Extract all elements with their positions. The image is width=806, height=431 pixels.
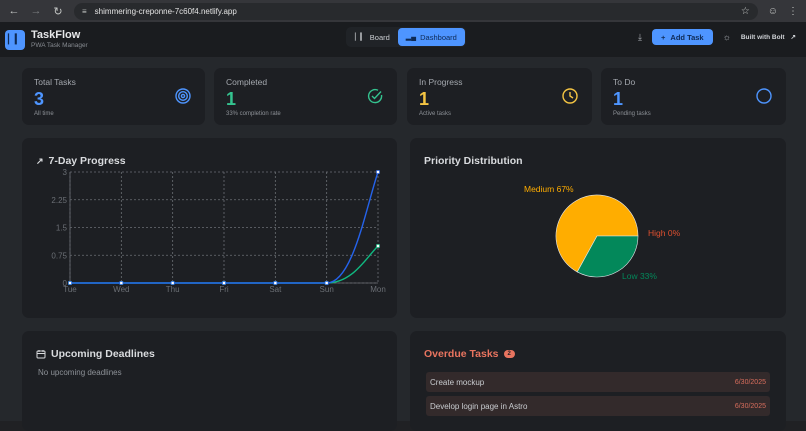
stat-value: 3 (34, 89, 45, 109)
add-task-label: Add Task (670, 32, 704, 42)
stat-card-completed: Completed 1 33% completion rate (214, 68, 397, 125)
address-bar[interactable]: ≡ shimmering-creponne-7c60f4.netlify.app… (74, 2, 758, 20)
download-icon[interactable]: ⤓ (638, 31, 643, 42)
target-icon (175, 88, 191, 104)
board-icon: ▏▎ (355, 34, 366, 41)
circle-icon (756, 88, 772, 104)
bookmark-star-icon[interactable]: ☆ (740, 5, 750, 17)
svg-text:Thu: Thu (166, 285, 180, 294)
bar-chart-icon: ▂▄ (405, 34, 417, 41)
svg-text:Sun: Sun (320, 285, 334, 294)
progress-title: ↗ 7-Day Progress (36, 155, 126, 167)
svg-text:0.75: 0.75 (51, 251, 67, 260)
overdue-title-text: Overdue Tasks (424, 348, 499, 360)
clock-icon (562, 88, 578, 104)
url-text: shimmering-creponne-7c60f4.netlify.app (94, 6, 237, 16)
deadlines-title-text: Upcoming Deadlines (51, 348, 155, 360)
overdue-panel: Overdue Tasks 2 Create mockup 6/30/2025 … (410, 331, 786, 431)
list-item[interactable]: Create mockup 6/30/2025 (426, 372, 770, 392)
add-task-button[interactable]: + Add Task (652, 29, 713, 45)
stat-label: Total Tasks (34, 77, 76, 87)
dashboard: Total Tasks 3 All time Completed 1 33% c… (0, 58, 806, 431)
app-header: ▏▎ TaskFlow PWA Task Manager ▏▎ Board ▂▄… (0, 22, 806, 58)
overdue-title: Overdue Tasks 2 (424, 348, 515, 360)
svg-text:Low 33%: Low 33% (622, 271, 657, 281)
menu-icon[interactable]: ⋮ (788, 5, 798, 17)
browser-toolbar: ← → ↻ ≡ shimmering-creponne-7c60f4.netli… (0, 0, 806, 22)
header-actions: ⤓ + Add Task ☼ Built with Bolt ↗ (638, 27, 796, 47)
stat-sub: Active tasks (419, 111, 452, 117)
overdue-count-badge: 2 (503, 350, 515, 358)
stat-label: To Do (613, 77, 636, 87)
reload-icon[interactable]: ↻ (53, 5, 63, 18)
svg-text:Tue: Tue (63, 285, 77, 294)
stat-card-in-progress: In Progress 1 Active tasks (407, 68, 592, 125)
deadlines-empty: No upcoming deadlines (38, 368, 122, 377)
priority-title: Priority Distribution (424, 155, 523, 167)
app-subtitle: PWA Task Manager (31, 42, 88, 49)
site-settings-icon[interactable]: ≡ (82, 6, 87, 16)
list-item[interactable]: Develop login page in Astro 6/30/2025 (426, 396, 770, 416)
svg-text:Medium 67%: Medium 67% (524, 184, 574, 194)
external-link-icon: ↗ (790, 34, 796, 41)
forward-icon[interactable]: → (30, 5, 42, 17)
tab-dashboard-label: Dashboard (420, 32, 457, 42)
priority-pie-chart: Medium 67% High 0% Low 33% (524, 184, 681, 281)
stat-value: 1 (613, 89, 624, 109)
plus-icon: + (661, 32, 666, 42)
stat-card-total: Total Tasks 3 All time (22, 68, 205, 125)
task-date: 6/30/2025 (734, 402, 766, 410)
tab-board[interactable]: ▏▎ Board (347, 28, 398, 46)
brand: TaskFlow PWA Task Manager (31, 29, 88, 50)
stat-value: 1 (419, 89, 430, 109)
stat-value: 1 (226, 89, 237, 109)
progress-panel: ↗ 7-Day Progress 0 0.75 1.5 2.25 3 Tue Wed Thu F… (22, 138, 397, 318)
priority-panel: Priority Distribution Medium 67% High 0% L… (410, 138, 786, 318)
svg-text:1.5: 1.5 (56, 224, 68, 233)
view-tabs: ▏▎ Board ▂▄ Dashboard (346, 27, 466, 47)
svg-text:3: 3 (63, 168, 68, 177)
calendar-icon (36, 350, 46, 359)
tab-dashboard[interactable]: ▂▄ Dashboard (397, 28, 465, 46)
svg-text:0: 0 (63, 279, 68, 288)
built-with-label: Built with Bolt (740, 33, 785, 41)
built-with-bolt-link[interactable]: Built with Bolt ↗ (740, 33, 796, 42)
deadlines-title: Upcoming Deadlines (36, 348, 155, 360)
svg-text:Sat: Sat (269, 285, 282, 294)
task-name: Create mockup (430, 377, 485, 387)
svg-text:2.25: 2.25 (51, 196, 67, 205)
tab-board-label: Board (369, 32, 390, 42)
task-name: Develop login page in Astro (430, 401, 528, 411)
app-logo-icon: ▏▎ (5, 29, 25, 50)
svg-text:Fri: Fri (219, 285, 229, 294)
check-circle-icon (367, 88, 383, 104)
deadlines-panel: Upcoming Deadlines No upcoming deadlines (22, 331, 397, 431)
stat-sub: Pending tasks (613, 111, 651, 117)
profile-icon[interactable]: ☺ (767, 5, 778, 17)
stat-sub: All time (34, 111, 54, 117)
overdue-list: Create mockup 6/30/2025 Develop login pa… (426, 372, 770, 420)
back-icon[interactable]: ← (8, 5, 20, 17)
stat-label: Completed (226, 77, 268, 87)
stat-label: In Progress (419, 77, 463, 87)
stat-sub: 33% completion rate (226, 111, 281, 117)
svg-text:High 0%: High 0% (648, 228, 681, 238)
sun-icon[interactable]: ☼ (722, 32, 731, 42)
app-title: TaskFlow (31, 29, 81, 41)
progress-title-text: 7-Day Progress (48, 155, 126, 167)
stat-card-todo: To Do 1 Pending tasks (601, 68, 786, 125)
svg-text:Wed: Wed (113, 285, 129, 294)
svg-text:Mon: Mon (370, 285, 386, 294)
progress-line-chart: 0 0.75 1.5 2.25 3 Tue Wed Thu Fri Sat Sun Mon (51, 168, 386, 294)
trending-up-icon: ↗ (36, 155, 44, 166)
task-date: 6/30/2025 (734, 378, 766, 386)
